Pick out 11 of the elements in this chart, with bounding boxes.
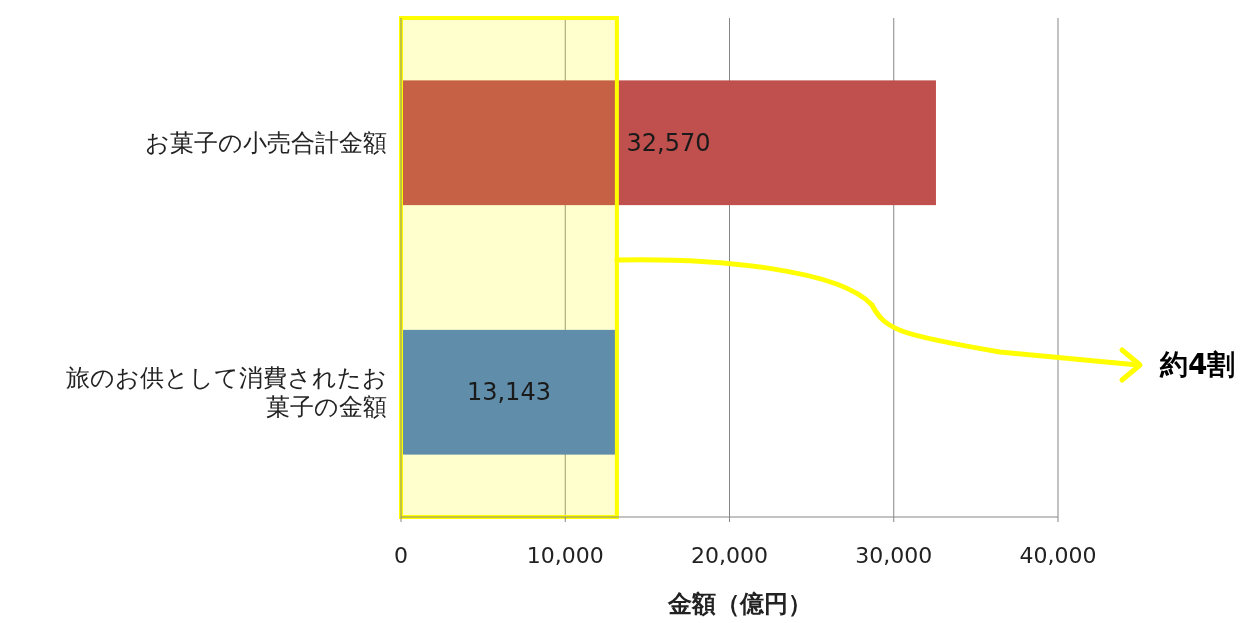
x-tick-label: 0 (394, 543, 408, 568)
x-tick-label: 40,000 (1019, 543, 1097, 568)
x-tick-label: 30,000 (855, 543, 933, 568)
y-tick-label: お菓子の小売合計金額 (145, 129, 387, 158)
x-tick-label: 20,000 (691, 543, 768, 568)
data-label: 32,570 (626, 128, 711, 157)
x-axis-title: 金額（億円） (666, 590, 812, 618)
data-label: 13,143 (466, 378, 551, 407)
text: 約4割 (1159, 348, 1236, 381)
x-tick-label: 10,000 (526, 543, 604, 568)
y-tick-label: 旅のお供として消費されたお菓子の金額 (66, 364, 387, 422)
